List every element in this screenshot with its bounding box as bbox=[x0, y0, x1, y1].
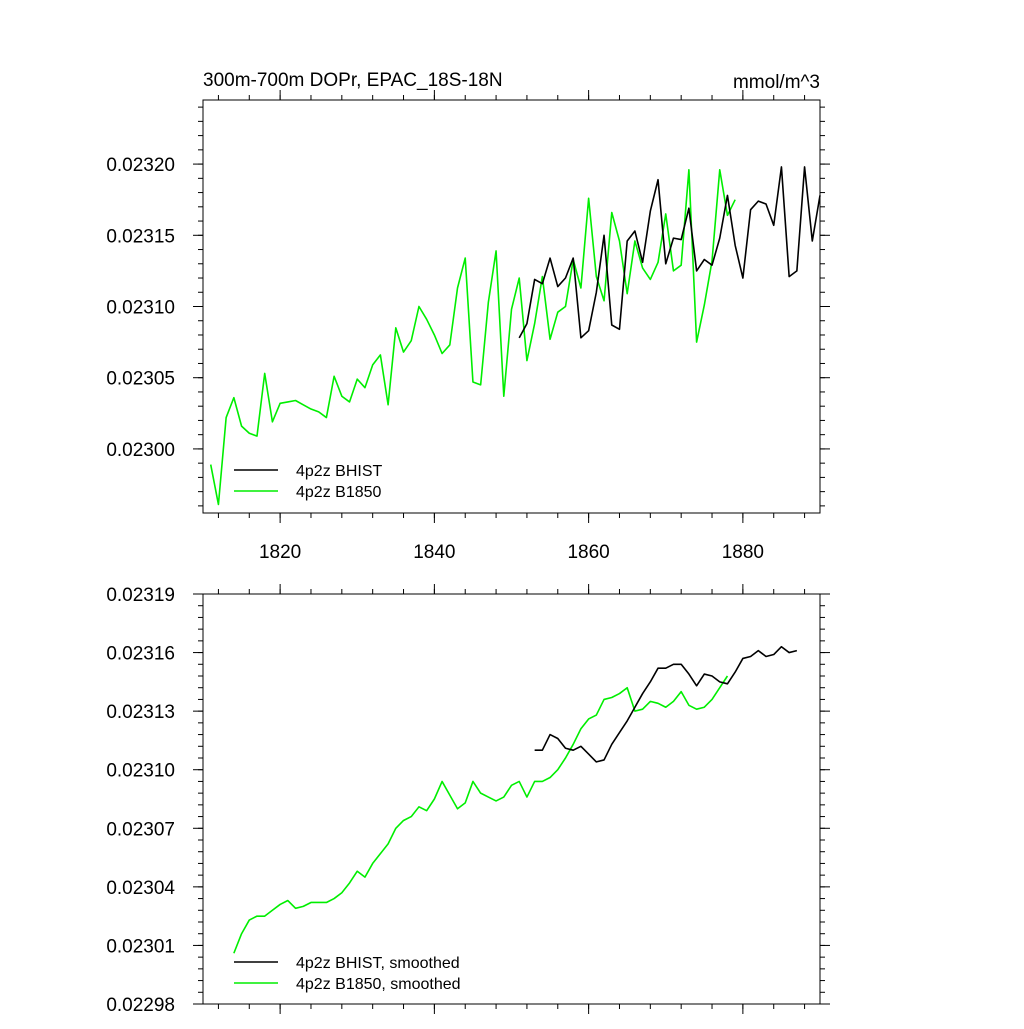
top-xtick-label: 1820 bbox=[259, 542, 301, 563]
bottom-axis-ticks: 0.02298 0.02301 0.02304 0.02307 0.02310 0.023… bbox=[106, 584, 830, 1016]
top-plot-frame bbox=[202, 99, 821, 514]
bottom-series-line-bhist bbox=[534, 645, 798, 763]
bottom-plot-frame bbox=[202, 593, 821, 1005]
top-xtick-label: 1880 bbox=[722, 542, 764, 563]
bottom-ytick-label: 0.02316 bbox=[106, 644, 175, 665]
bottom-plot-lines bbox=[233, 645, 798, 954]
top-chart-units: mmol/m^3 bbox=[733, 72, 820, 93]
top-series-line-b1850 bbox=[209, 168, 736, 506]
bottom-panel: 0.02298 0.02301 0.02304 0.02307 0.02310 0.023… bbox=[106, 584, 830, 1016]
top-legend-label-bhist: 4p2z BHIST bbox=[296, 463, 382, 480]
bottom-ytick-label: 0.02298 bbox=[106, 995, 175, 1016]
top-ytick-label: 0.02310 bbox=[106, 298, 175, 319]
top-ytick-label: 0.02305 bbox=[106, 369, 175, 390]
bottom-ytick-label: 0.02307 bbox=[106, 819, 175, 840]
bottom-ytick-label: 0.02310 bbox=[106, 761, 175, 782]
top-legend: 4p2z BHIST 4p2z B1850 bbox=[234, 463, 382, 501]
top-series-line-bhist bbox=[518, 166, 821, 339]
bottom-ytick-label: 0.02304 bbox=[106, 878, 175, 899]
top-plot-lines bbox=[209, 166, 821, 506]
bottom-legend-label-bhist: 4p2z BHIST, smoothed bbox=[296, 955, 460, 972]
bottom-legend: 4p2z BHIST, smoothed 4p2z B1850, smoothe… bbox=[234, 955, 461, 993]
bottom-legend-label-b1850: 4p2z B1850, smoothed bbox=[296, 976, 461, 993]
top-legend-label-b1850: 4p2z B1850 bbox=[296, 484, 382, 501]
bottom-ytick-label: 0.02301 bbox=[106, 936, 175, 957]
bottom-ytick-label: 0.02313 bbox=[106, 702, 175, 723]
top-xtick-label: 1860 bbox=[567, 542, 609, 563]
top-axis-ticks: 1820 1840 1860 1880 0.02300 0.02305 0.02310 0.0… bbox=[106, 90, 830, 563]
top-chart-title: 300m-700m DOPr, EPAC_18S-18N bbox=[203, 70, 503, 91]
bottom-ytick-label: 0.02319 bbox=[106, 585, 175, 606]
top-ytick-label: 0.02300 bbox=[106, 440, 175, 461]
top-panel: 300m-700m DOPr, EPAC_18S-18N mmol/m^3 18… bbox=[106, 70, 830, 563]
top-ytick-label: 0.02315 bbox=[106, 226, 175, 247]
bottom-series-line-b1850 bbox=[233, 675, 729, 954]
top-xtick-label: 1840 bbox=[413, 542, 455, 563]
top-ytick-label: 0.02320 bbox=[106, 155, 175, 176]
